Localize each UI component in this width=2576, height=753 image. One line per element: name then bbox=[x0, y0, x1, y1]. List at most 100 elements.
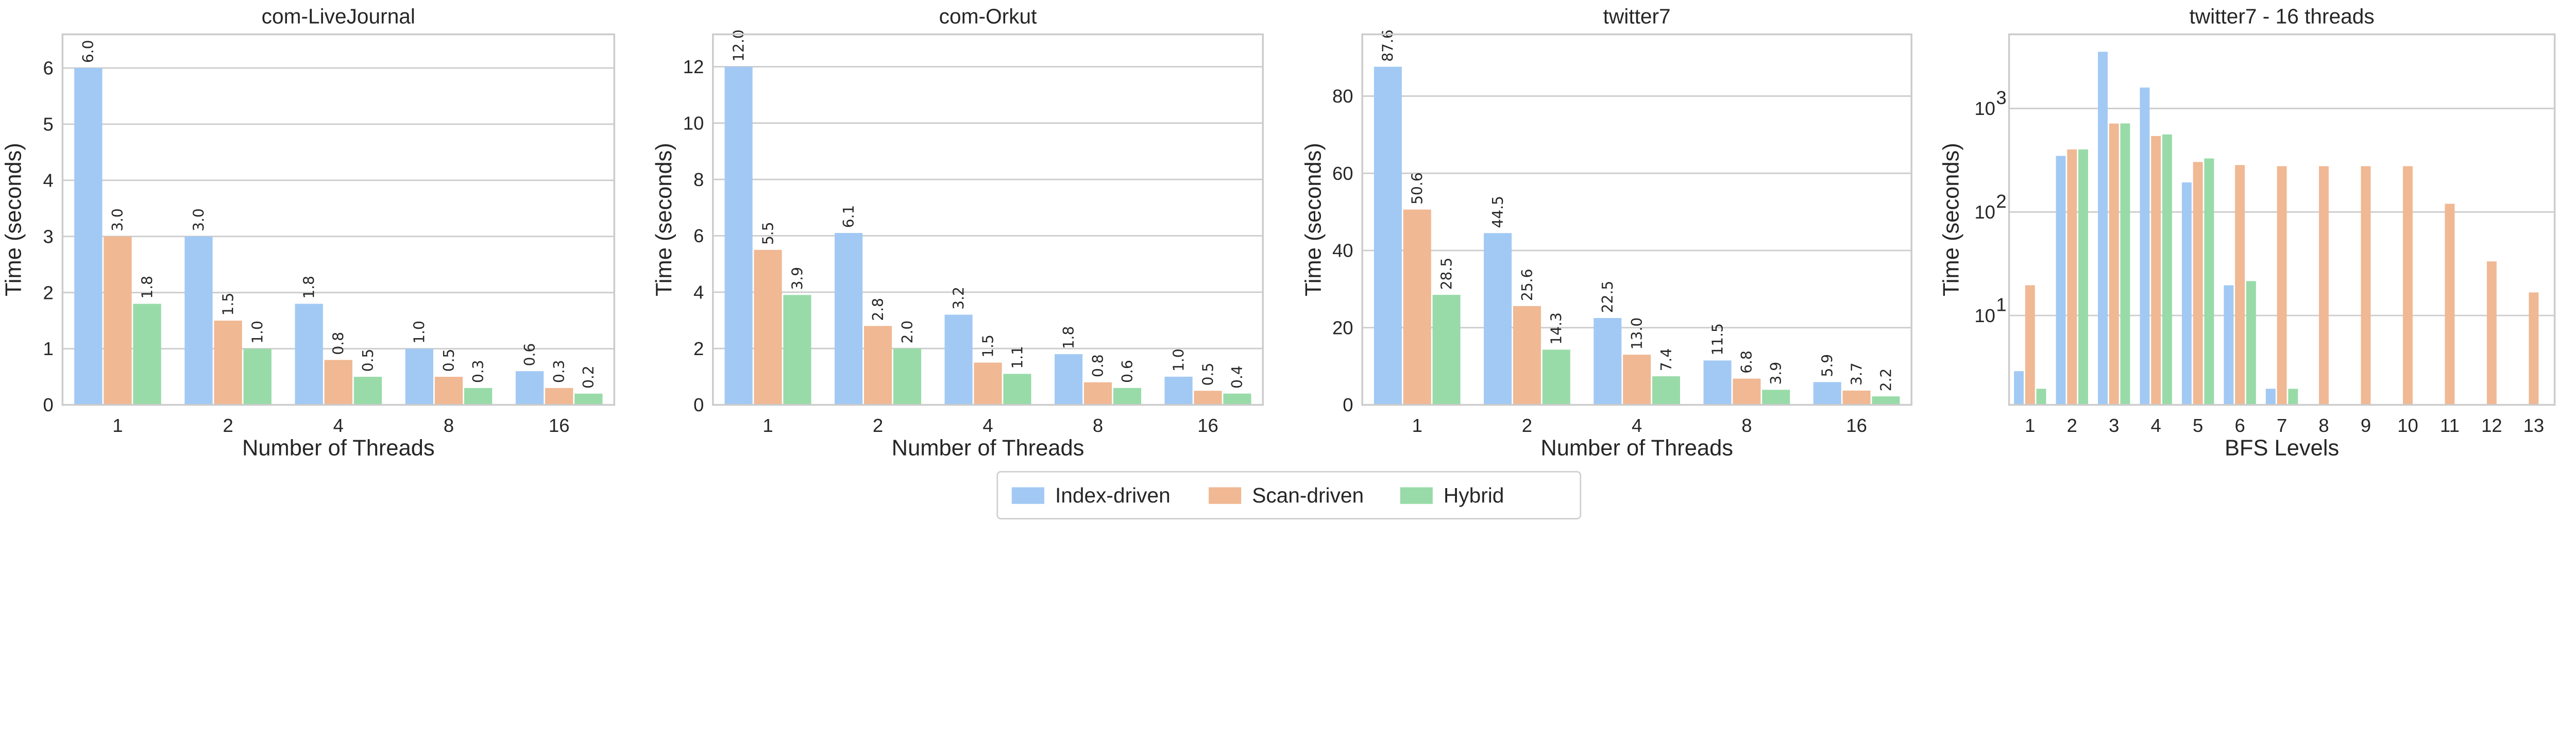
y-tick-label: 4 bbox=[43, 170, 54, 191]
x-tick-label: 4 bbox=[982, 415, 993, 436]
bar-scan-driven-2 bbox=[2067, 149, 2077, 405]
bar-index-driven-3 bbox=[2098, 52, 2108, 405]
bar-index-driven-4 bbox=[1594, 318, 1622, 405]
bar-value-label: 6.1 bbox=[840, 205, 857, 228]
bar-value-label: 0.5 bbox=[440, 349, 457, 372]
bar-value-label: 3.2 bbox=[950, 287, 967, 310]
y-tick-label: 5 bbox=[43, 114, 54, 135]
plot-frame bbox=[712, 33, 1264, 406]
y-tick-label: 0 bbox=[1343, 394, 1353, 415]
y-tick-label: 20 bbox=[1332, 317, 1353, 338]
bar-value-label: 3.9 bbox=[789, 267, 806, 290]
bar-value-label: 0.6 bbox=[521, 343, 538, 366]
bar-hybrid-7 bbox=[2288, 389, 2298, 405]
bar-scan-driven-8 bbox=[1733, 378, 1761, 405]
bar-scan-driven-8 bbox=[434, 377, 463, 405]
bar-hybrid-16 bbox=[1872, 396, 1900, 405]
bar-hybrid-2 bbox=[893, 348, 922, 405]
y-tick-label: 10 bbox=[1974, 98, 1995, 119]
bar-index-driven-8 bbox=[1055, 354, 1083, 405]
legend-swatch-scan-driven bbox=[1209, 487, 1242, 504]
bar-hybrid-8 bbox=[1762, 390, 1790, 405]
y-tick-label: 2 bbox=[43, 282, 54, 303]
x-tick-label: 1 bbox=[2025, 415, 2035, 436]
y-tick-label: 6 bbox=[693, 225, 704, 246]
bar-value-label: 1.1 bbox=[1009, 346, 1026, 369]
bar-value-label: 0.3 bbox=[470, 360, 487, 383]
bar-value-label: 7.4 bbox=[1658, 348, 1675, 372]
bar-scan-driven-2 bbox=[1513, 306, 1541, 405]
bar-scan-driven-12 bbox=[2486, 261, 2497, 405]
bar-value-label: 6.0 bbox=[80, 40, 97, 63]
bar-scan-driven-6 bbox=[2235, 165, 2245, 405]
bar-value-label: 2.0 bbox=[899, 321, 916, 344]
x-tick-label: 8 bbox=[444, 415, 454, 436]
chart-title: twitter7 bbox=[1603, 5, 1671, 28]
y-tick-label: 2 bbox=[693, 338, 704, 359]
y-tick-label: 60 bbox=[1332, 163, 1353, 184]
bar-value-label: 5.5 bbox=[759, 222, 776, 245]
bar-value-label: 1.5 bbox=[219, 293, 236, 316]
x-tick-label: 4 bbox=[333, 415, 344, 436]
bar-value-label: 1.8 bbox=[301, 276, 318, 299]
bar-scan-driven-1 bbox=[1403, 209, 1431, 405]
x-tick-label: 12 bbox=[2481, 415, 2502, 436]
bar-value-label: 0.8 bbox=[1090, 354, 1107, 377]
bar-scan-driven-2 bbox=[214, 321, 242, 405]
legend-swatch-hybrid bbox=[1400, 487, 1433, 504]
bar-hybrid-3 bbox=[2120, 123, 2130, 405]
chart-title: com-Orkut bbox=[939, 5, 1037, 28]
bar-value-label: 3.0 bbox=[109, 208, 126, 231]
x-tick-label: 2 bbox=[223, 415, 233, 436]
bar-scan-driven-2 bbox=[863, 326, 892, 405]
bar-scan-driven-7 bbox=[2277, 166, 2287, 405]
bar-value-label: 28.5 bbox=[1438, 258, 1455, 290]
y-tick-label: 3 bbox=[43, 226, 54, 247]
bar-scan-driven-4 bbox=[2151, 136, 2161, 405]
bar-value-label: 1.8 bbox=[1060, 326, 1077, 349]
bar-value-label: 44.5 bbox=[1489, 196, 1506, 228]
bar-hybrid-1 bbox=[2036, 389, 2046, 405]
bar-value-label: 22.5 bbox=[1599, 281, 1616, 313]
bar-index-driven-16 bbox=[1164, 376, 1193, 405]
bar-value-label: 50.6 bbox=[1409, 172, 1426, 204]
x-tick-label: 16 bbox=[1197, 415, 1218, 436]
bar-index-driven-8 bbox=[405, 348, 434, 405]
bar-value-label: 3.7 bbox=[1848, 362, 1865, 386]
x-tick-label: 3 bbox=[2109, 415, 2119, 436]
x-axis-label: Number of Threads bbox=[1540, 436, 1733, 461]
bar-hybrid-4 bbox=[353, 377, 382, 405]
x-tick-label: 5 bbox=[2193, 415, 2203, 436]
bar-value-label: 0.6 bbox=[1119, 360, 1136, 383]
bar-value-label: 6.8 bbox=[1738, 350, 1755, 374]
x-tick-label: 16 bbox=[549, 415, 570, 436]
bar-scan-driven-3 bbox=[2109, 123, 2119, 405]
bar-scan-driven-16 bbox=[1842, 390, 1871, 405]
x-tick-label: 10 bbox=[2397, 415, 2418, 436]
bar-index-driven-1 bbox=[74, 68, 103, 405]
y-tick-label: 0 bbox=[43, 394, 54, 415]
bar-hybrid-6 bbox=[2246, 281, 2256, 405]
bar-hybrid-4 bbox=[1652, 376, 1681, 405]
y-axis-label: Time (seconds) bbox=[2, 143, 26, 296]
bar-scan-driven-1 bbox=[754, 249, 782, 405]
bar-hybrid-2 bbox=[243, 348, 272, 405]
y-axis-label: Time (seconds) bbox=[652, 143, 676, 296]
bar-scan-driven-10 bbox=[2403, 166, 2413, 405]
x-tick-label: 11 bbox=[2440, 415, 2460, 436]
chart-2: 0 2 4 6 8 10 12 1 2.0 6.1 3.2 1.8 1.0 5.5 2.8 1.5 0.8 0.5… bbox=[652, 5, 1264, 461]
bar-value-label: 0.5 bbox=[360, 349, 377, 372]
x-axis-label: Number of Threads bbox=[242, 436, 435, 461]
bar-value-label: 1.8 bbox=[139, 276, 156, 299]
bar-index-driven-6 bbox=[2224, 285, 2234, 405]
bar-hybrid-8 bbox=[464, 388, 493, 405]
bar-value-label: 0.5 bbox=[1199, 363, 1216, 386]
bar-index-driven-1 bbox=[2014, 371, 2024, 405]
y-tick-label: 10 bbox=[1974, 305, 1995, 326]
bar-scan-driven-4 bbox=[974, 362, 1002, 405]
bar-scan-driven-1 bbox=[2025, 285, 2035, 405]
bar-hybrid-16 bbox=[1223, 393, 1251, 405]
y-tick-label: 10 bbox=[1974, 202, 1995, 223]
bar-value-label: 1.0 bbox=[249, 321, 266, 344]
bar-index-driven-2 bbox=[2056, 156, 2066, 405]
